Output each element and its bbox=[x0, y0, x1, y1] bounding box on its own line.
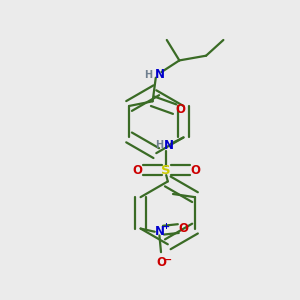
Text: O: O bbox=[156, 256, 166, 269]
Text: S: S bbox=[161, 164, 171, 177]
Text: −: − bbox=[164, 255, 172, 265]
Text: H: H bbox=[155, 140, 163, 150]
Text: O: O bbox=[175, 103, 185, 116]
Text: O: O bbox=[178, 222, 188, 235]
Text: N: N bbox=[154, 68, 165, 81]
Text: H: H bbox=[144, 70, 152, 80]
Text: O: O bbox=[132, 164, 142, 177]
Text: +: + bbox=[162, 222, 169, 231]
Text: N: N bbox=[154, 225, 164, 238]
Text: O: O bbox=[190, 164, 200, 177]
Text: N: N bbox=[164, 139, 174, 152]
